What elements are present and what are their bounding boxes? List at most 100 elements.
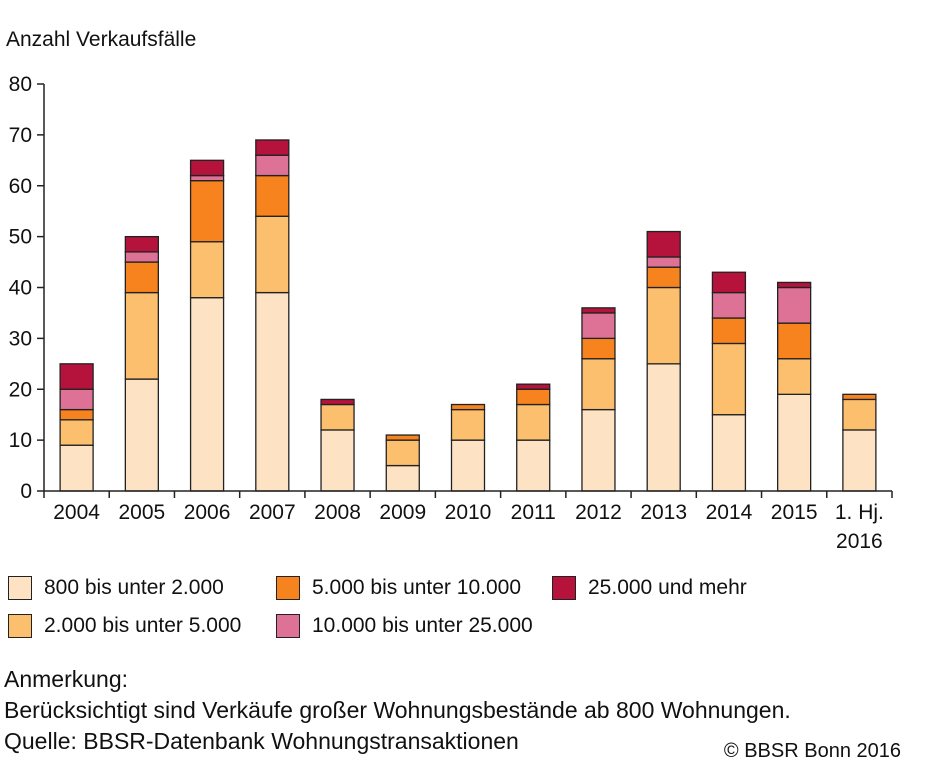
bar-segment [255,154,290,177]
bar-stack [255,139,290,492]
bar-segment [777,281,812,289]
y-tick-label: 20 [9,378,32,401]
x-tick-label: 2010 [445,501,492,524]
note-text: Berücksichtigt sind Verkäufe großer Wohn… [4,697,791,723]
bar-stack [516,383,551,492]
bar-segment [59,444,94,492]
bar-stack [385,434,420,492]
x-tick-label: 2006 [184,501,231,524]
bar-segment [711,291,747,319]
x-tick-label: 2008 [314,501,361,524]
bar-segment [385,439,420,467]
x-tick-label: 2015 [771,501,818,524]
legend-item: 800 bis unter 2.000 [8,576,224,600]
bar-segment [646,256,681,268]
bar-segment [581,358,616,411]
notes: Anmerkung: Berücksichtigt sind Verkäufe … [4,664,924,757]
bar-segment [255,174,290,217]
x-tick-label: 2007 [249,501,296,524]
bar-segment [777,322,812,360]
y-tick-label: 70 [9,124,32,147]
legend-item: 25.000 und mehr [552,576,747,600]
bar-segment [450,439,486,492]
bar-segment [646,286,681,365]
bar-segment [189,297,225,492]
y-axis: 0 10 20 30 40 50 60 70 80 [9,73,45,503]
bar-segment [516,403,551,441]
legend-label: 25.000 und mehr [588,576,747,599]
bar-segment [124,291,159,380]
bar-segment [581,408,616,492]
bar-segment [59,363,94,390]
bar-segment [842,429,877,492]
bar-segment [516,439,551,492]
x-tick-label: 2005 [118,501,165,524]
legend: 800 bis unter 2.000 5.000 bis unter 10.00… [0,566,933,656]
x-tick-label: 1. Hj. 2016 [835,501,884,553]
bar-segment [255,215,290,294]
legend-swatch [8,614,32,638]
bar-segment [255,291,290,492]
legend-swatch [552,576,576,600]
bars [59,139,877,492]
bar-segment [516,383,551,390]
bar-segment [189,159,225,177]
bar-stack [320,398,355,492]
bar-segment [320,429,355,492]
bar-segment [189,180,225,243]
bar-segment [711,317,747,345]
bar-segment [59,419,94,446]
stacked-bar-chart: Anzahl Verkaufsfälle 0 10 20 30 40 50 60 70 80 2… [6,28,893,553]
bar-segment [450,403,486,411]
bar-segment [124,235,159,253]
bar-segment [189,174,225,182]
x-tick-label: 2004 [53,501,100,524]
bar-stack [59,363,94,492]
bar-stack [581,307,616,492]
bar-segment [450,408,486,441]
bar-segment [646,363,681,492]
bar-segment [581,307,616,314]
legend-label: 10.000 bis unter 25.000 [312,614,533,637]
bar-segment [711,414,747,492]
legend-swatch [276,614,300,638]
copyright: © BBSR Bonn 2016 [723,740,901,762]
bar-stack [124,235,159,492]
bar-segment [842,398,877,431]
bar-segment [581,312,616,340]
x-tick-label: 2012 [575,501,622,524]
bar-segment [189,241,225,299]
x-axis: 2004 2005 2006 2007 2008 2009 2010 2011 2012 2013… [43,490,893,553]
bar-segment [385,434,420,441]
bar-segment [59,388,94,411]
bar-segment [842,393,877,401]
y-tick-label: 40 [9,277,32,300]
source-text: Quelle: BBSR-Datenbank Wohnungstransakti… [4,728,519,754]
y-tick-label: 0 [20,480,32,503]
y-tick-label: 50 [9,226,32,249]
legend-swatch [276,576,300,600]
bar-segment [516,388,551,406]
bar-segment [777,393,812,492]
bar-segment [320,403,355,431]
bar-segment [646,266,681,289]
bar-segment [777,286,812,324]
x-tick-label: 2014 [706,501,753,524]
legend-item: 10.000 bis unter 25.000 [276,614,533,638]
bar-segment [581,337,616,360]
x-tick-label: 2011 [511,501,556,524]
legend-label: 5.000 bis unter 10.000 [312,576,521,599]
bar-stack [711,271,747,492]
bar-segment [646,230,681,258]
bar-segment [777,358,812,395]
y-tick-label: 10 [9,429,32,452]
bar-stack [450,403,486,492]
bar-segment [711,342,747,416]
legend-swatch [8,576,32,600]
x-tick-label: 2013 [640,501,687,524]
bar-segment [320,398,355,406]
legend-label: 2.000 bis unter 5.000 [44,614,242,637]
bar-segment [711,271,747,294]
bar-stack [189,159,225,492]
x-tick-label: 2009 [379,501,426,524]
